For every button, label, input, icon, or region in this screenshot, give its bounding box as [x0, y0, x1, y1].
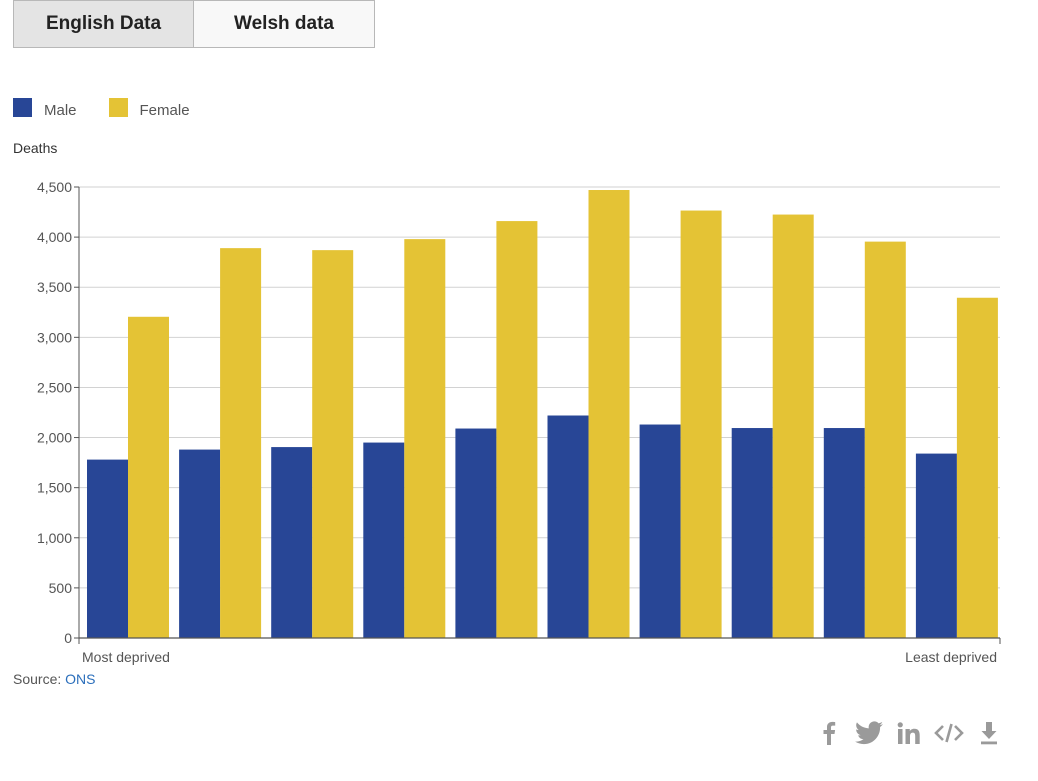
bar-group — [87, 190, 998, 639]
twitter-icon[interactable] — [852, 716, 886, 750]
legend-label-male: Male — [44, 102, 77, 119]
legend-item-female[interactable]: Female — [108, 96, 190, 119]
bar-male-2[interactable] — [179, 449, 221, 638]
y-tick-label: 2,000 — [37, 430, 72, 446]
y-tick-label: 0 — [64, 630, 72, 646]
bar-female-4[interactable] — [404, 239, 446, 639]
chart-legend: Male Female — [13, 96, 222, 119]
y-tick-label: 4,000 — [37, 229, 72, 245]
x-axis-label-least-deprived: Least deprived — [905, 649, 997, 665]
x-axis — [78, 187, 1001, 644]
data-tabs: English Data Welsh data — [13, 0, 375, 48]
bar-female-9[interactable] — [864, 241, 906, 639]
x-axis-label-most-deprived: Most deprived — [82, 649, 170, 665]
legend-swatch-male — [13, 98, 32, 117]
bar-male-3[interactable] — [271, 447, 313, 638]
y-tick-label: 500 — [49, 580, 73, 596]
legend-label-female: Female — [139, 102, 190, 119]
bar-female-6[interactable] — [588, 190, 630, 639]
y-tick-label: 1,000 — [37, 530, 72, 546]
linkedin-icon[interactable] — [892, 716, 926, 750]
bar-female-3[interactable] — [312, 250, 354, 638]
y-tick-label: 2,500 — [37, 379, 72, 395]
tab-welsh-data[interactable]: Welsh data — [194, 0, 375, 48]
bar-female-8[interactable] — [772, 214, 814, 639]
source-note: Source: ONS — [13, 671, 95, 687]
source-link-ons[interactable]: ONS — [65, 671, 96, 687]
download-icon[interactable] — [972, 716, 1006, 750]
tab-english-data[interactable]: English Data — [13, 0, 194, 48]
legend-item-male[interactable]: Male — [13, 96, 77, 119]
bar-male-9[interactable] — [823, 428, 865, 638]
y-tick-label: 3,000 — [37, 329, 72, 345]
y-axis-title: Deaths — [13, 140, 57, 156]
bar-male-10[interactable] — [915, 453, 957, 638]
share-toolbar — [812, 716, 1012, 750]
bar-male-8[interactable] — [731, 428, 773, 638]
legend-swatch-female — [108, 98, 128, 117]
bar-male-6[interactable] — [547, 415, 589, 638]
embed-code-icon[interactable] — [932, 716, 966, 750]
facebook-icon[interactable] — [812, 716, 846, 750]
y-tick-label: 4,500 — [37, 179, 72, 195]
source-prefix: Source: — [13, 671, 62, 687]
y-tick-label: 3,500 — [37, 279, 72, 295]
bar-female-1[interactable] — [128, 316, 169, 638]
bar-female-2[interactable] — [220, 248, 262, 638]
bar-female-10[interactable] — [956, 297, 998, 638]
bar-female-5[interactable] — [496, 221, 538, 638]
y-tick-label: 1,500 — [37, 480, 72, 496]
deaths-bar-chart: Deaths 0 500 1,000 1,500 2,000 2,500 3,000 3,50… — [13, 140, 1001, 665]
y-axis-ticks: 0 500 1,000 1,500 2,000 2,500 3,000 3,500 4,000 4… — [37, 179, 79, 646]
bar-male-4[interactable] — [363, 442, 405, 638]
bar-male-1[interactable] — [87, 459, 128, 638]
bar-female-7[interactable] — [680, 210, 722, 638]
bar-male-5[interactable] — [455, 428, 497, 638]
bar-male-7[interactable] — [639, 424, 681, 638]
